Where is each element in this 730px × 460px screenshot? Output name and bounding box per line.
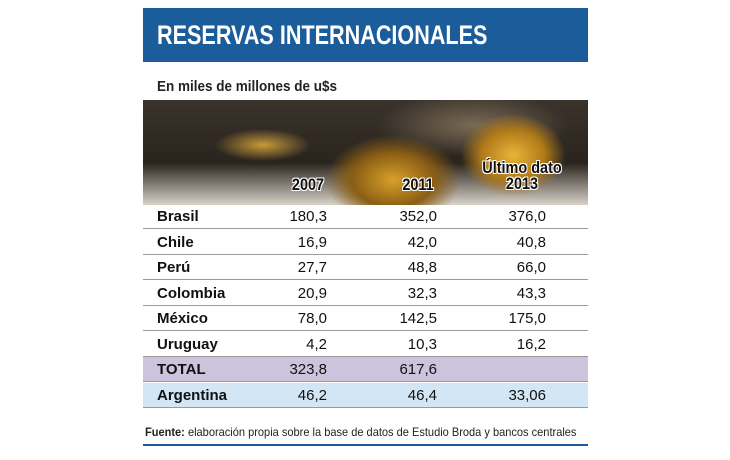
cell-value: 352,0 xyxy=(399,208,437,225)
footer-line xyxy=(143,444,588,446)
table-row: México 78,0 142,5 175,0 xyxy=(143,306,588,331)
row-label: Chile xyxy=(157,233,194,251)
cell-value: 48,8 xyxy=(407,259,437,276)
cell-value: 33,06 xyxy=(508,386,546,404)
subtitle: En miles de millones de u$s xyxy=(157,78,338,95)
cell-value: 16,9 xyxy=(297,233,327,251)
cell-value: 376,0 xyxy=(508,208,546,225)
cell-value: 78,0 xyxy=(297,310,327,327)
table-row: Uruguay 4,2 10,3 16,2 xyxy=(143,332,588,357)
header-photo xyxy=(143,100,588,205)
cell-value: 175,0 xyxy=(508,310,546,327)
cell-value: 46,2 xyxy=(297,386,327,404)
title-bar: RESERVAS INTERNACIONALES xyxy=(143,8,588,62)
row-label: Colombia xyxy=(157,284,226,302)
row-label: TOTAL xyxy=(157,361,206,378)
cell-value: 42,0 xyxy=(407,233,437,251)
source: Fuente: elaboración propia sobre la base… xyxy=(145,425,576,439)
cell-value: 27,7 xyxy=(297,259,327,276)
row-label: Uruguay xyxy=(157,335,218,353)
table-row: Chile 16,9 42,0 40,8 xyxy=(143,230,588,255)
table-row: Argentina 46,2 46,4 33,06 xyxy=(143,382,588,408)
table-row: Brasil 180,3 352,0 376,0 xyxy=(143,204,588,229)
cell-value: 142,5 xyxy=(399,310,437,327)
cell-value: 617,6 xyxy=(399,361,437,378)
row-label: Brasil xyxy=(157,208,199,225)
source-label: Fuente: xyxy=(145,425,185,439)
cell-value: 4,2 xyxy=(306,335,327,353)
column-header: 2007 xyxy=(291,175,325,194)
row-label: Argentina xyxy=(157,386,228,404)
cell-value: 32,3 xyxy=(407,284,437,302)
cell-value: 10,3 xyxy=(407,335,437,353)
cell-value: 43,3 xyxy=(516,284,546,302)
table-row: TOTAL 323,8 617,6 xyxy=(143,357,588,382)
cell-value: 20,9 xyxy=(297,284,327,302)
column-header: 2011 xyxy=(402,175,434,194)
table-row: Perú 27,7 48,8 66,0 xyxy=(143,255,588,280)
cell-value: 66,0 xyxy=(516,259,546,276)
row-label: México xyxy=(157,310,208,327)
row-label: Perú xyxy=(157,259,191,276)
cell-value: 46,4 xyxy=(407,386,437,404)
source-text: elaboración propia sobre la base de dato… xyxy=(187,425,577,439)
title: RESERVAS INTERNACIONALES xyxy=(157,20,488,50)
cell-value: 323,8 xyxy=(289,361,327,378)
cell-value: 40,8 xyxy=(516,233,546,251)
column-header: Último dato 2013 xyxy=(482,158,562,193)
cell-value: 16,2 xyxy=(516,335,546,353)
cell-value: 180,3 xyxy=(289,208,327,225)
table-row: Colombia 20,9 32,3 43,3 xyxy=(143,281,588,306)
